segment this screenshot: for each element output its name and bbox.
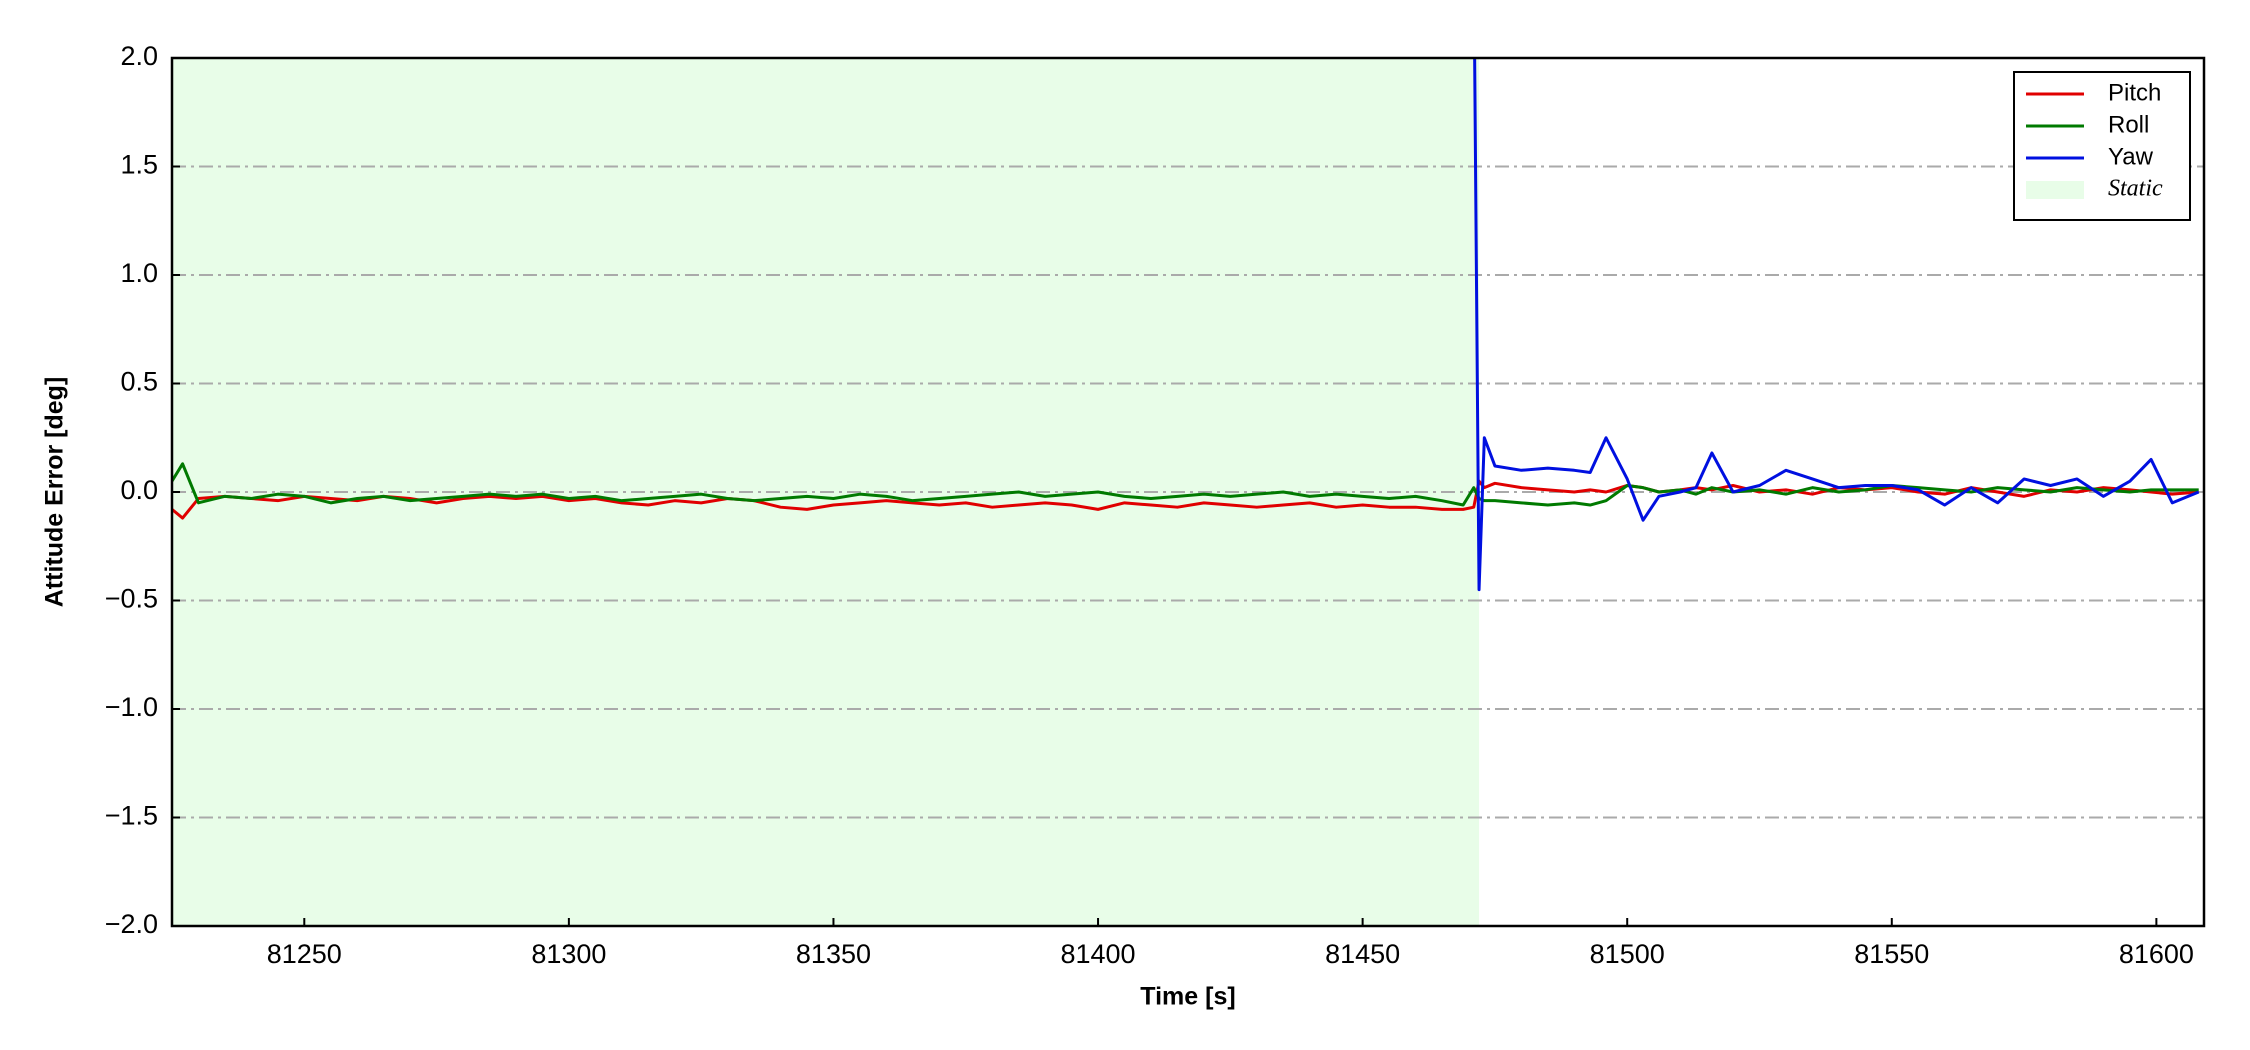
x-axis-label: Time [s] — [1140, 983, 1235, 1011]
series-line — [1473, 58, 2200, 592]
series-line — [172, 462, 2199, 507]
x-tick-label: 81350 — [796, 939, 871, 969]
legend-label: Static — [2108, 176, 2163, 202]
legend-label: Pitch — [2108, 79, 2161, 106]
legend-swatch — [2026, 181, 2084, 199]
x-tick-label: 81450 — [1325, 939, 1400, 969]
y-axis-label: Attitude Error [deg] — [41, 377, 69, 608]
legend-label: Roll — [2108, 111, 2149, 138]
legend-label: Yaw — [2108, 143, 2154, 170]
y-tick-label: 1.0 — [120, 258, 158, 288]
y-tick-label: 0.0 — [120, 475, 158, 505]
x-tick-label: 81300 — [531, 939, 606, 969]
y-tick-label: −2.0 — [105, 909, 158, 939]
y-tick-label: 1.5 — [120, 150, 158, 180]
y-tick-label: 0.5 — [120, 367, 158, 397]
x-tick-label: 81550 — [1854, 939, 1929, 969]
x-tick-label: 81400 — [1060, 939, 1135, 969]
y-tick-label: −1.5 — [105, 801, 158, 831]
y-tick-label: 2.0 — [120, 41, 158, 71]
x-tick-label: 81600 — [2119, 939, 2194, 969]
plot-area — [172, 58, 2200, 592]
y-tick-label: −0.5 — [105, 584, 158, 614]
plot-frame — [170, 56, 2206, 928]
x-tick-label: 81250 — [267, 939, 342, 969]
y-tick-label: −1.0 — [105, 692, 158, 722]
x-tick-label: 81500 — [1590, 939, 1665, 969]
